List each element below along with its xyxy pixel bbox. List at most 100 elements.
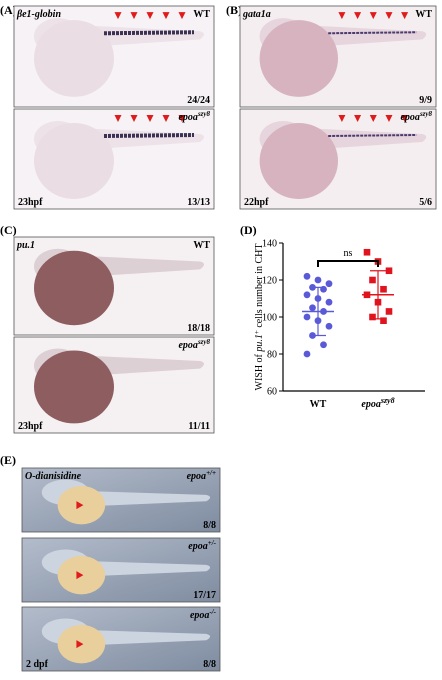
stage: 2 dpf — [26, 659, 49, 670]
y-tick-label: 100 — [262, 313, 277, 324]
stage: 22hpf — [244, 197, 269, 208]
genotype-sup: -/- — [209, 608, 216, 616]
stained-cells — [103, 30, 195, 36]
point — [303, 313, 311, 321]
point — [303, 291, 311, 299]
genotype-base: WT — [193, 240, 210, 251]
genotype-base: epoa — [178, 112, 197, 123]
arrowhead — [114, 12, 122, 20]
genotype: epoa-/- — [190, 608, 217, 621]
point — [363, 248, 371, 256]
y-label-part: cells number in CHT — [254, 244, 265, 331]
count: 5/6 — [419, 197, 432, 208]
arrowhead — [385, 115, 393, 122]
yolk — [259, 123, 338, 199]
arrowhead — [178, 115, 186, 122]
stained-cells — [328, 31, 417, 35]
genotype: epoaszy8 — [178, 110, 210, 123]
count: 18/18 — [187, 323, 210, 334]
arrowhead — [130, 12, 138, 20]
arrowhead — [162, 12, 170, 20]
stage: 23hpf — [18, 421, 43, 432]
y-tick-label: 60 — [267, 387, 277, 398]
genotype-base: epoa — [190, 610, 209, 621]
genotype-base: WT — [193, 9, 210, 20]
arrowhead — [369, 115, 377, 122]
panel-label: (A) — [0, 3, 17, 17]
genotype: epoa+/- — [188, 539, 216, 552]
genotype-sup: szy8 — [419, 110, 433, 118]
error-bar — [310, 286, 326, 337]
point — [385, 308, 393, 315]
y-label-part: WISH of — [254, 352, 265, 391]
genotype: epoaszy8 — [178, 338, 210, 351]
significance-bracket — [317, 260, 379, 267]
y-axis-label: WISH of pu.1+ cells number in CHT — [253, 244, 265, 391]
panel-label: (E) — [0, 453, 16, 467]
count: 11/11 — [188, 421, 210, 432]
arrowhead — [401, 115, 409, 122]
arrowhead — [162, 115, 170, 122]
genotype-base: epoa — [178, 340, 197, 351]
gene-label: βe1-globin — [16, 9, 61, 20]
error-bar — [370, 270, 386, 320]
x-label-sup: szy8 — [380, 396, 395, 405]
arrowhead — [76, 640, 84, 649]
genotype: WT — [193, 240, 210, 251]
genotype-base: epoa — [400, 112, 419, 123]
arrowhead — [338, 115, 346, 122]
genotype: epoaszy8 — [400, 110, 432, 123]
point — [309, 304, 316, 312]
arrowhead — [354, 115, 362, 122]
arrowhead — [401, 12, 409, 20]
point — [385, 267, 393, 275]
count: 24/24 — [187, 95, 210, 106]
point — [325, 322, 333, 330]
count: 13/13 — [187, 197, 210, 208]
arrowhead — [338, 12, 346, 20]
genotype: epoa+/+ — [187, 469, 216, 482]
x-tick-label: epoaszy8 — [361, 396, 394, 410]
x-label-base: epoa — [361, 399, 380, 410]
gene-label: gata1a — [242, 9, 271, 20]
arrowhead — [354, 12, 362, 20]
point — [303, 272, 311, 280]
yolk — [34, 250, 114, 326]
point — [303, 350, 311, 358]
point — [380, 317, 387, 324]
point — [325, 280, 333, 288]
y-tick-label: 140 — [262, 239, 277, 250]
stained-cells — [328, 134, 417, 137]
count: 17/17 — [193, 590, 216, 601]
arrowhead — [146, 12, 154, 20]
point — [314, 276, 322, 284]
panel-label: (B) — [226, 3, 242, 17]
count: 9/9 — [419, 95, 432, 106]
genotype-base: epoa — [187, 471, 206, 482]
genotype-sup: szy8 — [197, 338, 211, 346]
arrowhead — [369, 12, 377, 20]
arrowhead — [76, 501, 84, 510]
stage: 23hpf — [18, 197, 43, 208]
arrowhead — [385, 12, 393, 20]
yolk — [34, 123, 114, 199]
arrowhead — [76, 571, 84, 580]
genotype-sup: szy8 — [197, 110, 211, 118]
point — [369, 313, 376, 321]
genotype-sup: +/- — [208, 539, 217, 547]
genotype: WT — [193, 9, 210, 20]
panel-label: (D) — [240, 223, 257, 237]
arrowhead — [130, 115, 138, 122]
annotation: ns — [344, 248, 353, 259]
yolk — [34, 350, 114, 424]
x-tick-label: WT — [310, 399, 327, 410]
arrowhead — [146, 115, 154, 122]
genotype-base: epoa — [188, 541, 207, 552]
yolk — [34, 20, 114, 97]
genotype: WT — [415, 9, 432, 20]
point — [369, 276, 376, 284]
panel-label: (C) — [0, 223, 17, 237]
y-label-sup: + — [253, 330, 261, 334]
y-tick-label: 80 — [267, 350, 277, 361]
